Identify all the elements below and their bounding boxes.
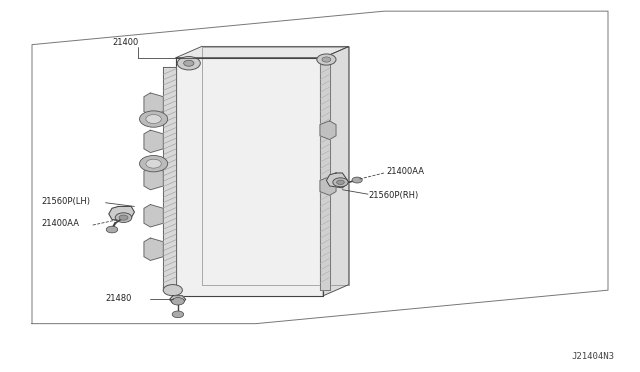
- Text: 21400AA: 21400AA: [42, 219, 79, 228]
- Polygon shape: [320, 60, 330, 290]
- Text: J21404N3: J21404N3: [572, 352, 614, 361]
- Polygon shape: [176, 58, 323, 296]
- Circle shape: [172, 311, 184, 318]
- Circle shape: [172, 298, 184, 305]
- Circle shape: [317, 54, 336, 65]
- Circle shape: [119, 215, 128, 220]
- Polygon shape: [144, 93, 163, 115]
- Circle shape: [177, 57, 200, 70]
- Circle shape: [106, 226, 118, 233]
- Circle shape: [140, 111, 168, 127]
- Polygon shape: [144, 167, 163, 190]
- Polygon shape: [144, 130, 163, 153]
- Polygon shape: [170, 296, 186, 303]
- Text: 21480: 21480: [106, 294, 132, 303]
- Circle shape: [333, 178, 348, 187]
- Polygon shape: [144, 205, 163, 227]
- Text: 21400: 21400: [112, 38, 138, 47]
- Circle shape: [322, 57, 331, 62]
- Circle shape: [146, 115, 161, 124]
- Circle shape: [337, 180, 344, 185]
- Text: 21560P(LH): 21560P(LH): [42, 197, 91, 206]
- Circle shape: [184, 60, 194, 66]
- Polygon shape: [323, 46, 349, 296]
- Circle shape: [163, 285, 182, 296]
- Polygon shape: [163, 67, 176, 290]
- Circle shape: [352, 177, 362, 183]
- Circle shape: [115, 213, 132, 222]
- Polygon shape: [176, 46, 349, 58]
- Polygon shape: [320, 177, 336, 195]
- Text: 21560P(RH): 21560P(RH): [368, 191, 419, 200]
- Circle shape: [140, 155, 168, 172]
- Polygon shape: [320, 121, 336, 140]
- Text: 21400AA: 21400AA: [386, 167, 424, 176]
- Circle shape: [146, 159, 161, 168]
- Polygon shape: [109, 206, 134, 221]
- Polygon shape: [326, 173, 349, 188]
- Polygon shape: [144, 238, 163, 260]
